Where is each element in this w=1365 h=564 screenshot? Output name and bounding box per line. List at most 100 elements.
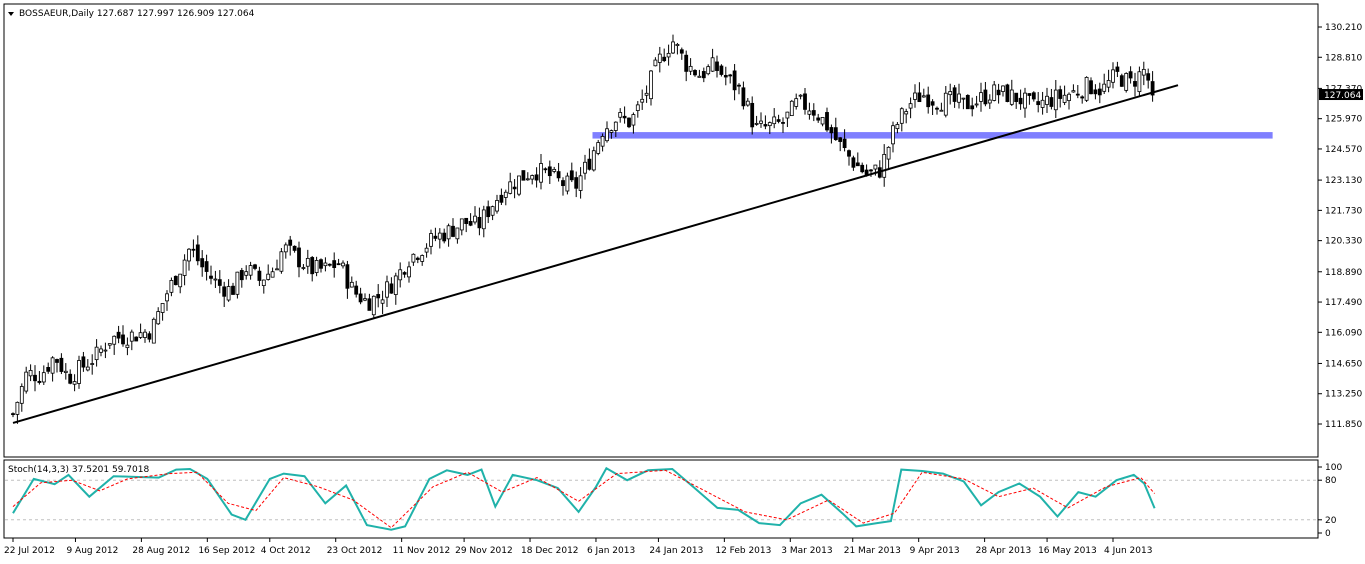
candle-body <box>46 367 51 372</box>
candle-body <box>314 260 319 273</box>
candle-body <box>732 70 737 91</box>
candle-body <box>794 98 799 107</box>
candle-body <box>257 270 262 281</box>
candle-body <box>1053 89 1058 111</box>
candle-body <box>1133 81 1137 87</box>
x-axis: 22 Jul 2012 9 Aug 2012 28 Aug 2012 16 Sep 2… <box>4 538 1152 556</box>
candle-body <box>1031 92 1036 100</box>
candle-body <box>666 52 671 58</box>
candle-body <box>1058 89 1063 99</box>
candle-body <box>851 157 856 168</box>
candle-body <box>983 89 988 105</box>
candle-body <box>495 200 499 212</box>
candle-body <box>253 264 257 269</box>
candle-body <box>244 271 249 276</box>
candle-body <box>649 70 653 100</box>
candle-body <box>1097 88 1102 96</box>
candle-body <box>455 227 460 240</box>
support-zone-band <box>592 132 1273 139</box>
candle-body <box>512 186 517 190</box>
candle-body <box>24 371 29 392</box>
candle-body <box>81 356 86 368</box>
price-y-tick-label: 111.850 <box>1325 420 1362 430</box>
candle-body <box>398 269 403 281</box>
candle-body <box>917 92 922 103</box>
candle-body <box>187 248 191 262</box>
candle-body <box>1036 101 1041 106</box>
stoch-panel[interactable] <box>3 459 1319 539</box>
price-y-tick-label: 116.090 <box>1325 328 1362 338</box>
candle-body <box>358 293 363 303</box>
candle-body <box>1045 95 1049 105</box>
candle-body <box>693 70 697 76</box>
candle-body <box>288 239 293 246</box>
candle-body <box>684 54 689 72</box>
candle-body <box>1023 92 1027 109</box>
candle-body <box>904 111 909 115</box>
trendline-layer <box>12 84 1179 424</box>
candle-body <box>701 71 706 79</box>
candle-body <box>789 100 794 117</box>
price-y-tick-label: 130.210 <box>1325 23 1362 33</box>
candle-body <box>1018 97 1023 105</box>
candle-body <box>363 298 367 301</box>
candle-body <box>129 331 134 342</box>
candle-body <box>631 114 636 126</box>
candle-body <box>499 194 504 203</box>
candle-body <box>213 278 218 281</box>
candle-body <box>169 280 174 293</box>
candle-body <box>77 360 81 384</box>
candle-body <box>103 349 108 352</box>
price-panel[interactable] <box>3 3 1319 458</box>
candle-body <box>424 247 429 253</box>
candle-body <box>860 164 865 173</box>
candle-body <box>882 153 887 178</box>
candle-body <box>143 331 147 338</box>
candle-body <box>1071 90 1076 93</box>
price-y-tick-label: 125.970 <box>1325 115 1362 125</box>
candle-body <box>754 122 759 125</box>
candle-body <box>323 262 328 267</box>
candle-body <box>147 333 152 340</box>
candle-body <box>19 386 24 404</box>
x-tick-label: 18 Dec 2012 <box>521 546 579 556</box>
candle-body <box>138 332 143 338</box>
candle-body <box>996 89 1001 96</box>
candle-body <box>292 245 297 251</box>
candle-body <box>574 177 579 189</box>
stoch-y-tick-label: 80 <box>1325 476 1337 486</box>
candle-body <box>112 335 117 345</box>
stoch-signal-line <box>12 469 1155 529</box>
candle-body <box>217 279 222 286</box>
candle-body <box>464 217 469 224</box>
candle-body <box>750 102 755 128</box>
candle-body <box>970 105 975 110</box>
stoch-main-line <box>12 466 1156 531</box>
candle-body <box>1014 92 1019 102</box>
candle-body <box>1075 93 1080 96</box>
candle-body <box>41 372 46 383</box>
x-tick-label: 16 Sep 2012 <box>198 546 255 556</box>
trendline <box>12 84 1179 424</box>
candle-body <box>803 93 807 110</box>
candle-body <box>653 59 658 67</box>
candle-body <box>349 281 354 288</box>
stoch-levels <box>5 479 1317 521</box>
candle-body <box>226 286 231 301</box>
candle-body <box>605 128 609 142</box>
candle-body <box>411 253 416 263</box>
candle-body <box>1102 83 1107 92</box>
current-price-tag: 127.064 <box>1319 89 1363 101</box>
candle-body <box>613 121 618 131</box>
candle-body <box>1137 71 1142 93</box>
candle-body <box>473 215 477 223</box>
x-tick-label: 4 Oct 2012 <box>261 546 311 556</box>
candle-body <box>609 130 614 133</box>
stoch-y-tick-label: 20 <box>1325 516 1337 526</box>
candle-body <box>442 232 447 242</box>
candle-body <box>477 216 482 229</box>
candle-body <box>864 169 869 176</box>
candle-body <box>737 84 741 87</box>
candle-body <box>921 95 926 98</box>
menu-triangle-icon[interactable] <box>8 12 14 16</box>
